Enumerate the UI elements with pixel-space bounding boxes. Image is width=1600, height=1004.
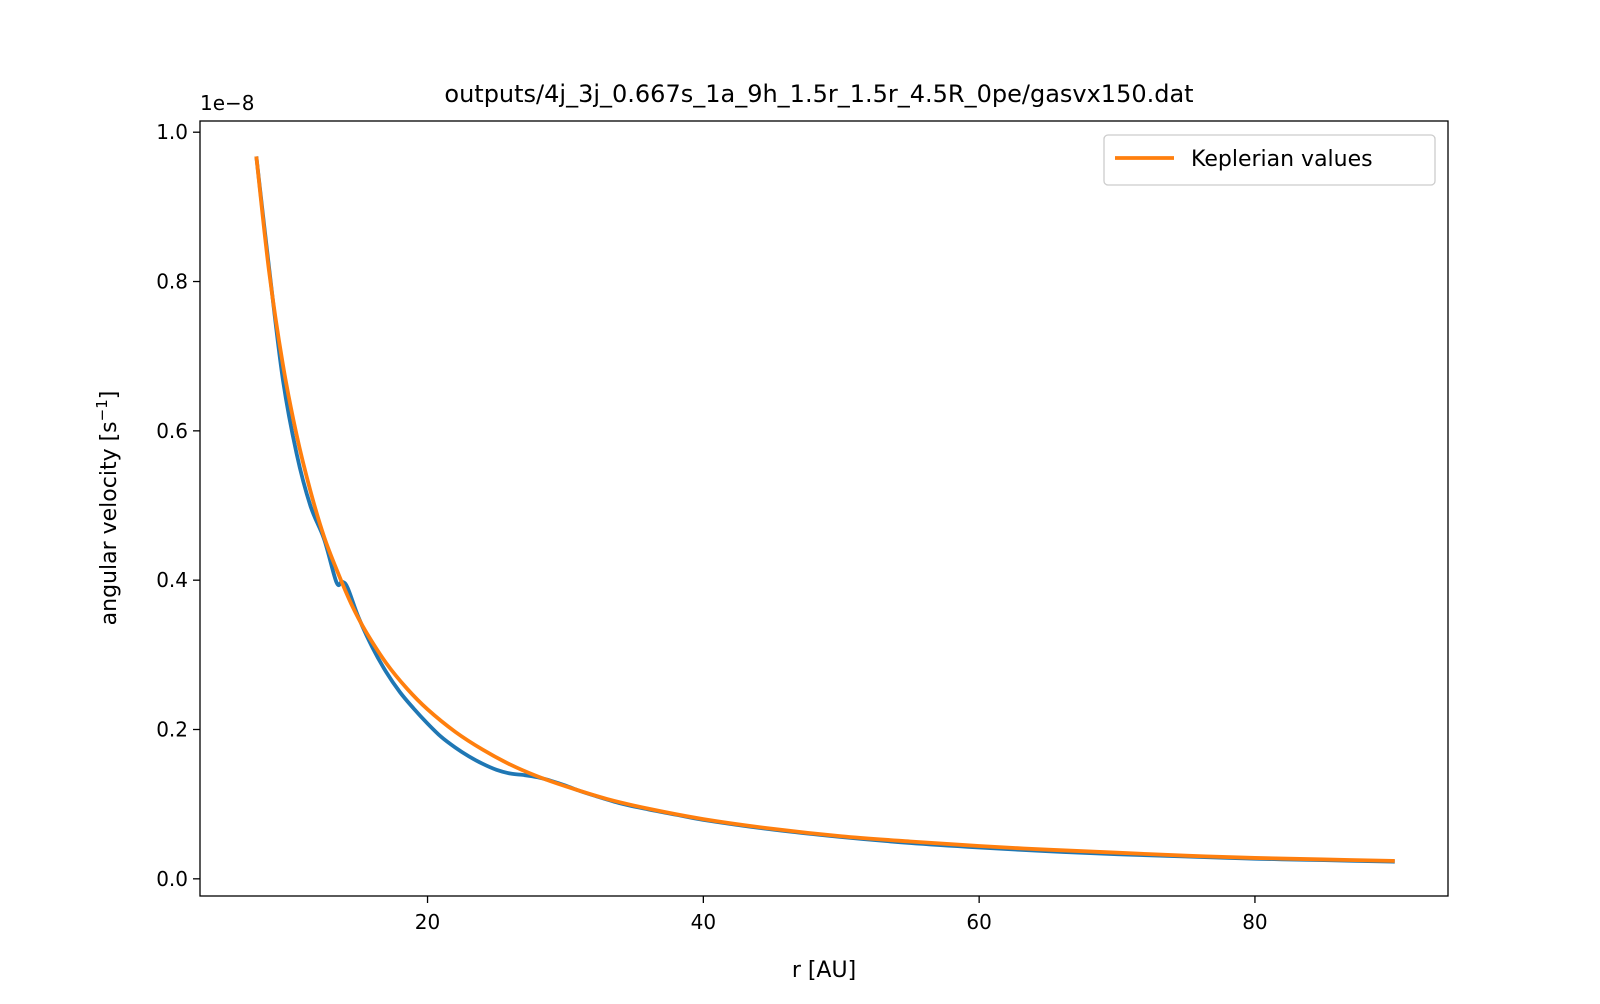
- x-axis-label: r [AU]: [792, 958, 856, 983]
- legend: Keplerian values: [1103, 134, 1436, 186]
- keplerian-values-line: [254, 156, 1395, 863]
- legend-box: [1103, 134, 1436, 186]
- plot-area-frame: [199, 120, 1449, 897]
- series-lines: [254, 156, 1395, 864]
- y-axis-label: angular velocity [s−1]: [93, 391, 122, 626]
- gas-angular-velocity-line: [254, 156, 1395, 864]
- y-axis-ticks: 0.0 0.2 0.4 0.6 0.8 1.0: [156, 120, 200, 891]
- x-tick-label: 80: [1242, 910, 1267, 934]
- x-axis-ticks: 20 40 60 80: [415, 896, 1268, 934]
- x-tick-label: 20: [415, 910, 440, 934]
- y-tick-label: 0.0: [156, 867, 188, 891]
- y-tick-label: 0.8: [156, 270, 188, 294]
- legend-entry-label: Keplerian values: [1191, 147, 1373, 172]
- y-tick-label: 0.2: [156, 718, 188, 742]
- chart-title: outputs/4j_3j_0.667s_1a_9h_1.5r_1.5r_4.5…: [444, 80, 1193, 108]
- y-tick-label: 1.0: [156, 120, 188, 144]
- y-axis-label-superscript: −1: [93, 399, 111, 421]
- x-tick-label: 60: [966, 910, 991, 934]
- x-tick-label: 40: [691, 910, 716, 934]
- y-tick-label: 0.4: [156, 568, 188, 592]
- y-tick-label: 0.6: [156, 419, 188, 443]
- y-axis-offset-label: 1e−8: [200, 91, 255, 115]
- y-axis-label-main: angular velocity [s: [97, 421, 122, 625]
- y-axis-label-close: ]: [97, 391, 122, 400]
